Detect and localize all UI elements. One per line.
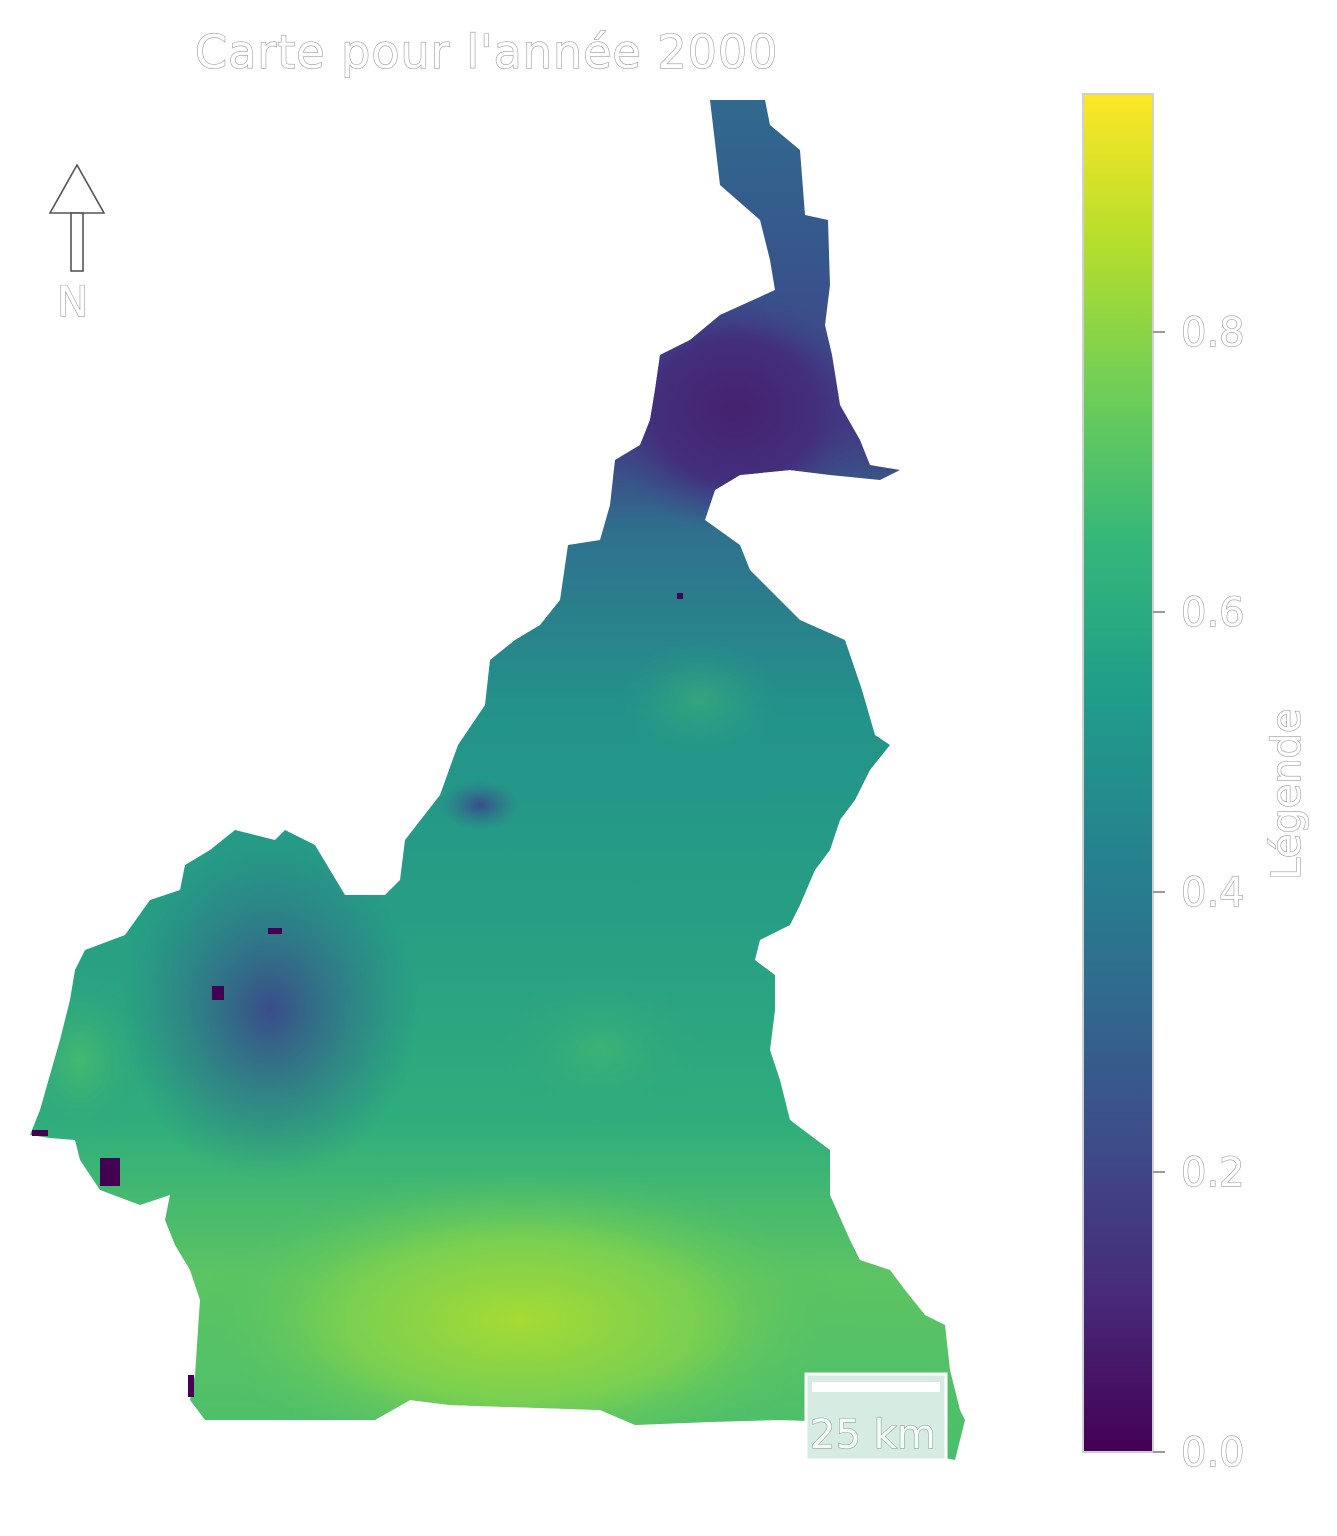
legend-tick-label: 0.0 xyxy=(1181,1430,1245,1476)
scale-bar-label: 25 km xyxy=(810,1412,936,1458)
map-title: Carte pour l'année 2000 xyxy=(195,25,778,79)
legend-tick-label: 0.8 xyxy=(1181,310,1245,356)
legend-tick-label: 0.6 xyxy=(1181,590,1245,636)
scale-bar xyxy=(804,1372,948,1462)
legend-colorbar xyxy=(1082,93,1154,1453)
legend-tick-label: 0.4 xyxy=(1181,870,1245,916)
country-raster xyxy=(30,100,965,1460)
legend-title: Légende xyxy=(1264,708,1310,880)
north-arrow-icon xyxy=(48,163,106,272)
water-bodies xyxy=(32,593,683,1397)
legend-tick-label: 0.2 xyxy=(1181,1150,1245,1196)
legend-ticks: 0.0 0.2 0.4 0.6 0.8 xyxy=(1153,309,1245,1477)
north-label: N xyxy=(57,277,88,326)
